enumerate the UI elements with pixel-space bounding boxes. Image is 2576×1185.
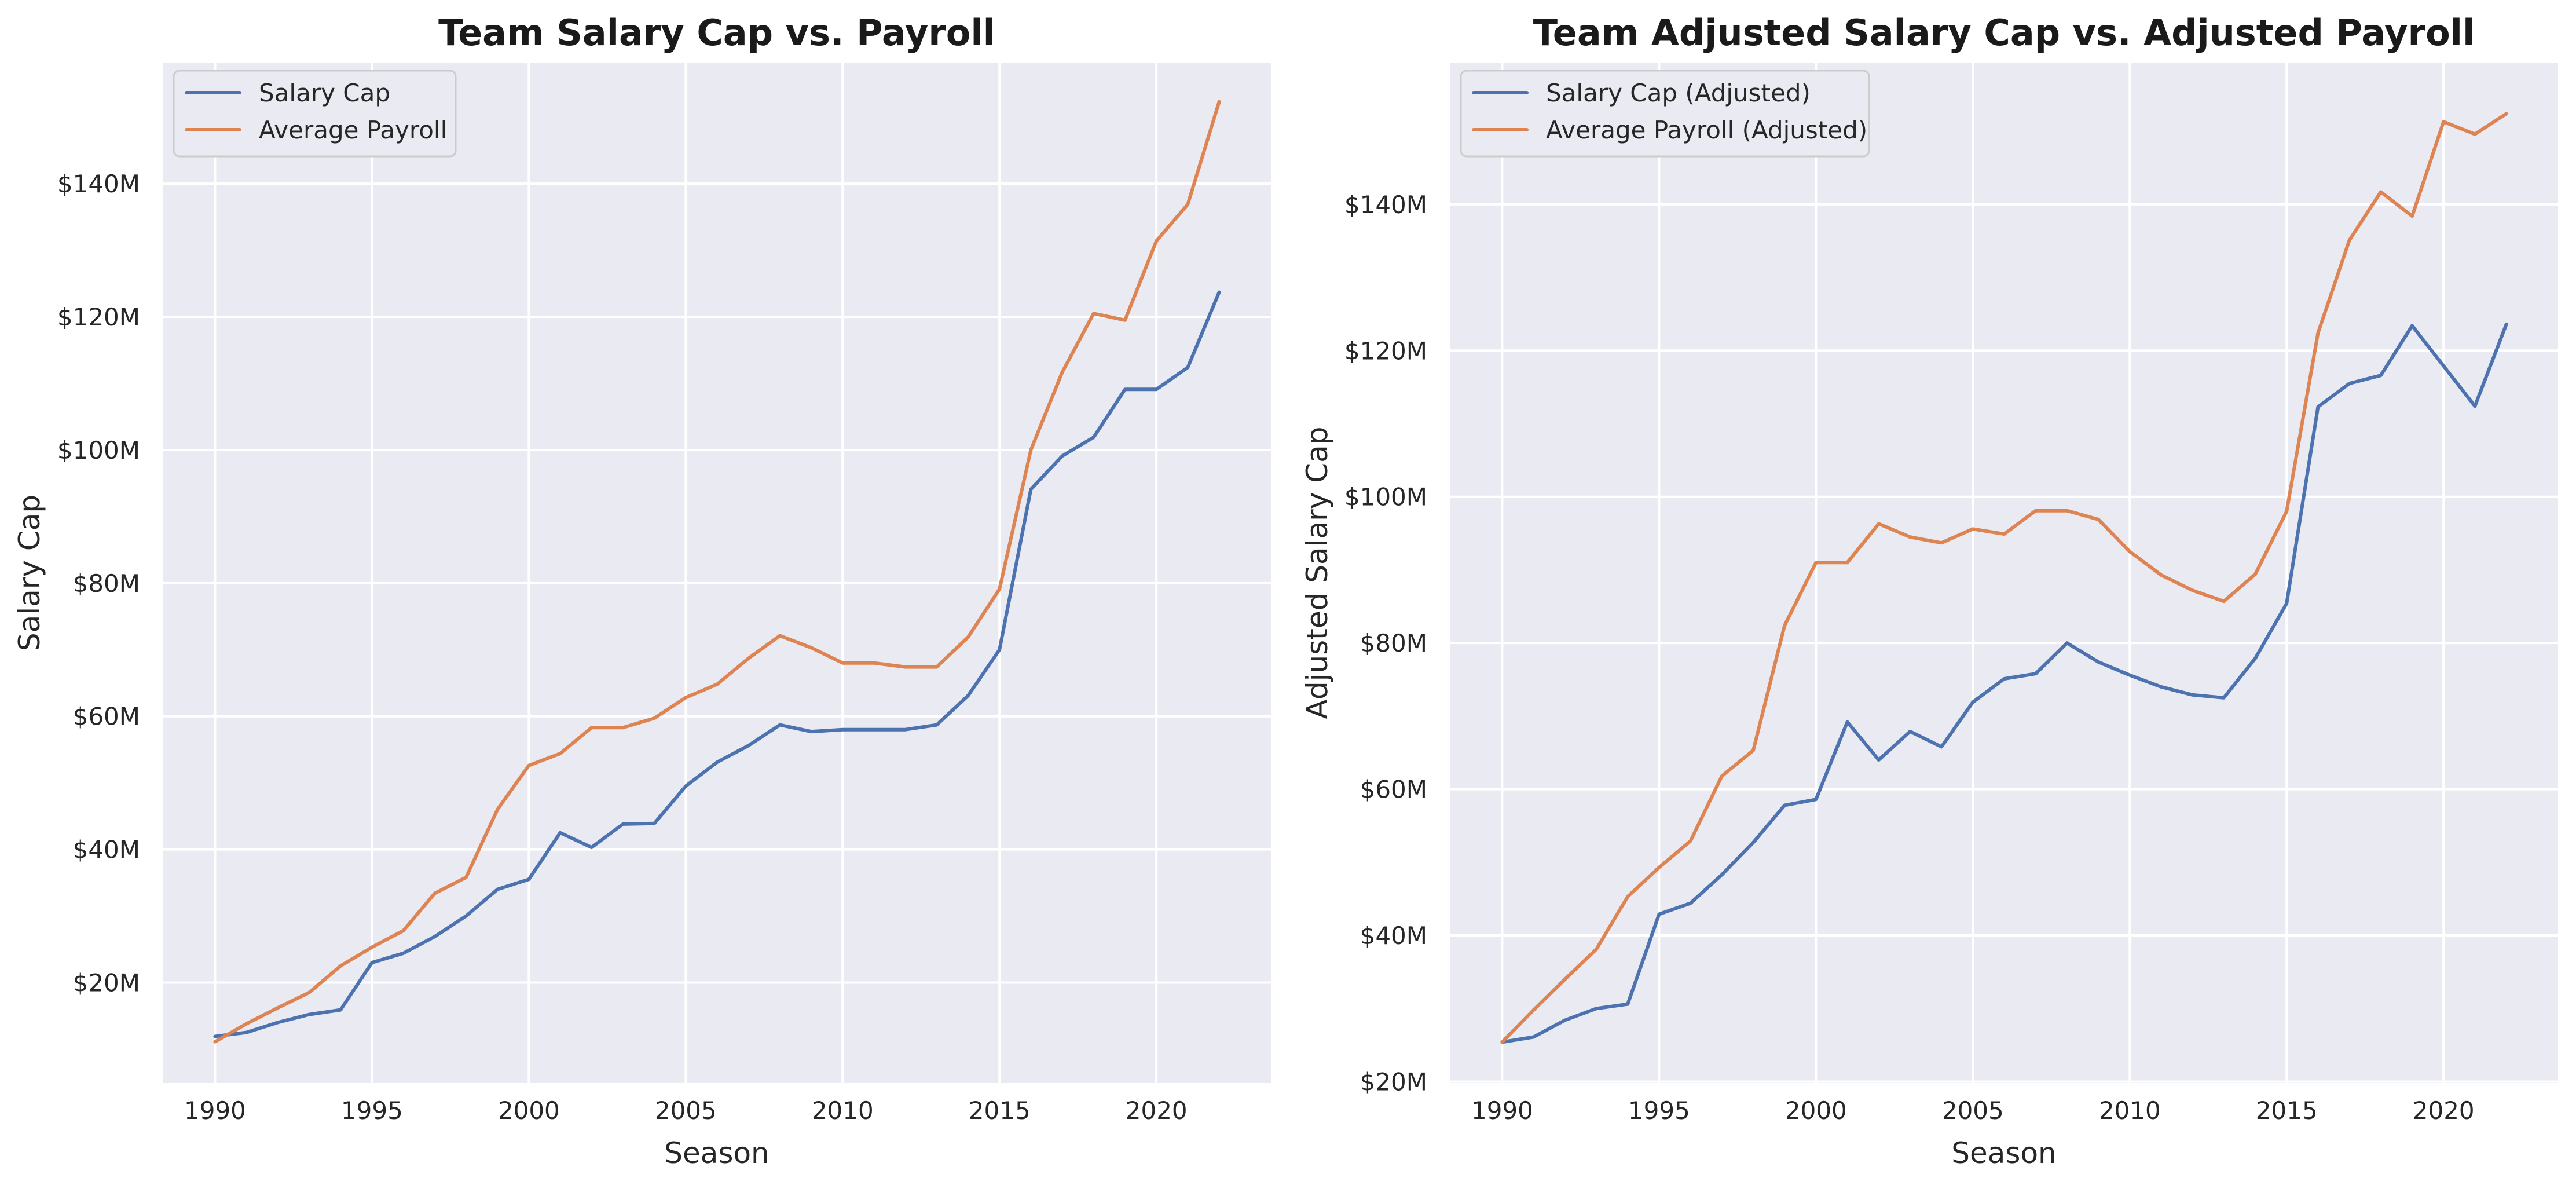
- series-line-salary-cap: [213, 290, 1221, 1038]
- y-axis-label: Adjusted Salary Cap: [1300, 427, 1334, 719]
- x-tick-label: 2010: [812, 1096, 874, 1125]
- y-tick-label: $100M: [57, 436, 140, 465]
- y-tick-label: $60M: [73, 703, 140, 731]
- y-tick-label: $40M: [73, 836, 140, 864]
- x-tick-labels: 1990 1995 2000 2005 2010 2015 2020: [184, 1096, 1188, 1125]
- x-tick-labels: 1990 1995 2000 2005 2010 2015 2020: [1471, 1096, 2475, 1125]
- plot-area: [163, 63, 1271, 1083]
- legend-label-salary-cap-adjusted: Salary Cap (Adjusted): [1546, 79, 1811, 107]
- legend-label-average-payroll-adjusted: Average Payroll (Adjusted): [1546, 116, 1867, 144]
- x-tick-label: 2005: [1942, 1096, 2004, 1125]
- series-line-salary-cap-adjusted: [1500, 322, 2508, 1044]
- y-tick-label: $140M: [57, 170, 140, 198]
- series-line-average-payroll: [213, 100, 1221, 1044]
- y-tick-label: $140M: [1344, 191, 1427, 219]
- x-tick-label: 2010: [2099, 1096, 2161, 1125]
- x-tick-label: 2015: [969, 1096, 1031, 1125]
- x-tick-label: 2020: [1126, 1096, 1188, 1125]
- chart-title: Team Adjusted Salary Cap vs. Adjusted Pa…: [1533, 12, 2475, 54]
- y-tick-labels: $20M $40M $60M $80M $100M $120M $140M: [1344, 191, 1427, 1096]
- y-tick-label: $20M: [73, 968, 140, 997]
- chart-salary-cap-vs-payroll: 1990 1995 2000 2005 2010 2015 2020 $20M $40M $60…: [13, 12, 1271, 1170]
- legend-box: [1460, 70, 1870, 158]
- plot-area: [1450, 63, 2558, 1083]
- grid-lines: [163, 63, 1271, 1083]
- x-tick-label: 2015: [2256, 1096, 2318, 1125]
- x-tick-label: 1995: [341, 1096, 403, 1125]
- series-lines: [1500, 112, 2508, 1044]
- y-tick-labels: $20M $40M $60M $80M $100M $120M $140M: [57, 170, 140, 997]
- x-tick-label: 2000: [1785, 1096, 1847, 1125]
- y-tick-label: $60M: [1360, 776, 1427, 804]
- legend: Salary Cap Average Payroll: [173, 70, 457, 158]
- x-axis-label: Season: [664, 1136, 769, 1170]
- legend-label-average-payroll: Average Payroll: [259, 116, 447, 144]
- y-tick-label: $120M: [57, 303, 140, 331]
- y-tick-label: $80M: [73, 569, 140, 598]
- x-tick-label: 2020: [2413, 1096, 2475, 1125]
- chart-title: Team Salary Cap vs. Payroll: [438, 12, 995, 54]
- series-line-average-payroll-adjusted: [1500, 112, 2508, 1044]
- x-tick-label: 1995: [1628, 1096, 1690, 1125]
- y-tick-label: $120M: [1344, 337, 1427, 365]
- series-lines: [213, 100, 1221, 1044]
- x-tick-label: 2005: [655, 1096, 717, 1125]
- legend: Salary Cap (Adjusted) Average Payroll (A…: [1460, 70, 1870, 158]
- legend-label-salary-cap: Salary Cap: [259, 79, 390, 107]
- x-tick-label: 1990: [1471, 1096, 1533, 1125]
- x-axis-label: Season: [1951, 1136, 2056, 1170]
- legend-box: [173, 70, 457, 158]
- y-axis-label: Salary Cap: [13, 495, 46, 651]
- y-tick-label: $40M: [1360, 921, 1427, 950]
- y-tick-label: $100M: [1344, 483, 1427, 511]
- chart-adjusted-salary-cap-vs-adjusted-payroll: 1990 1995 2000 2005 2010 2015 2020 $20M $40M $60…: [1300, 12, 2558, 1170]
- x-tick-label: 1990: [184, 1096, 246, 1125]
- y-tick-label: $20M: [1360, 1067, 1427, 1096]
- y-tick-label: $80M: [1360, 629, 1427, 657]
- x-tick-label: 2000: [498, 1096, 560, 1125]
